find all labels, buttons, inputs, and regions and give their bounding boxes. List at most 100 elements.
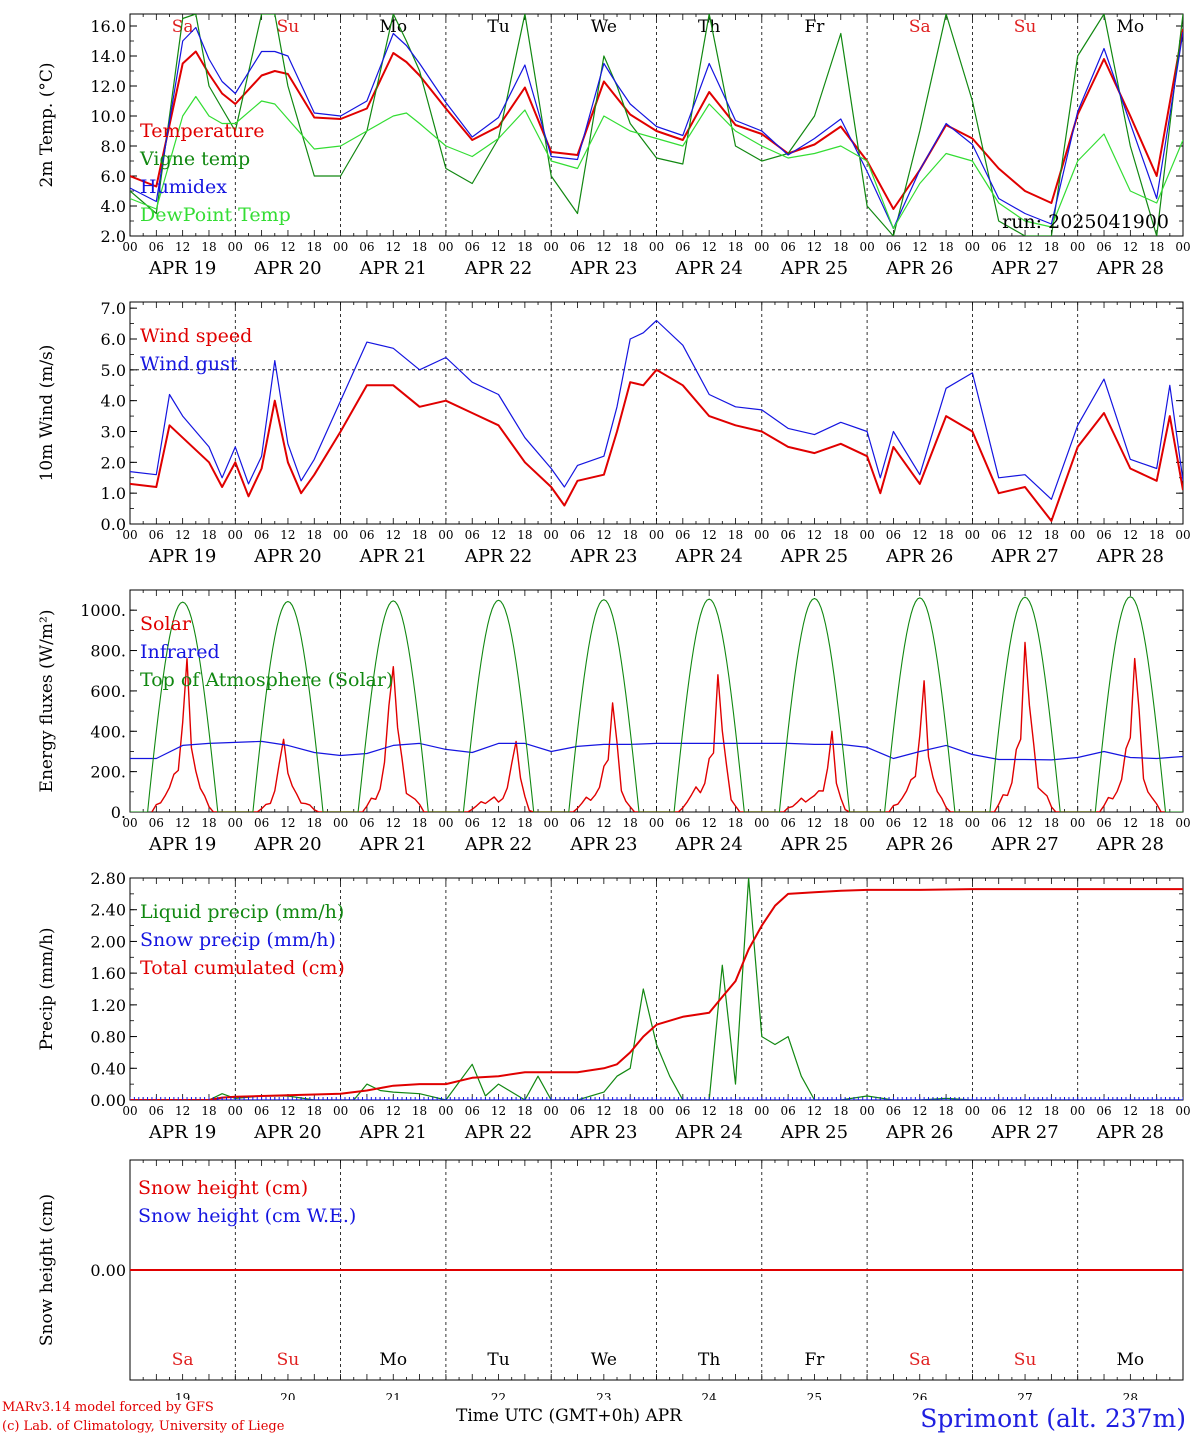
hour-tick-label: 12 xyxy=(807,816,822,830)
hour-tick-label: 06 xyxy=(991,1104,1006,1118)
hour-tick-label: 00 xyxy=(438,240,453,254)
series-group xyxy=(130,596,1183,812)
y-tick-label: 1.0 xyxy=(101,484,126,503)
hour-tick-label: 12 xyxy=(175,1104,190,1118)
date-label: APR 27 xyxy=(990,258,1058,279)
hour-tick-label: 00 xyxy=(859,240,874,254)
hour-tick-label: 06 xyxy=(254,240,269,254)
hour-tick-label: 18 xyxy=(623,528,638,542)
hour-tick-label: 06 xyxy=(886,1104,901,1118)
y-tick-label: 0. xyxy=(111,803,126,822)
hour-tick-label: 00 xyxy=(965,1104,980,1118)
hour-tick-label: 06 xyxy=(1096,816,1111,830)
hour-tick-label: 18 xyxy=(1149,816,1164,830)
weekday-label: Th xyxy=(698,1350,720,1370)
hour-tick-label: 18 xyxy=(938,528,953,542)
hour-tick-label: 06 xyxy=(675,1104,690,1118)
date-label: APR 20 xyxy=(253,546,321,567)
hour-tick-label: 12 xyxy=(491,816,506,830)
hour-tick-label: 06 xyxy=(675,240,690,254)
hour-tick-label: 06 xyxy=(886,528,901,542)
hour-tick-label: 18 xyxy=(833,240,848,254)
hour-tick-label: 18 xyxy=(1044,816,1059,830)
weekday-label: Sa xyxy=(909,1350,931,1370)
series-infrared xyxy=(130,740,1183,761)
y-tick-label: 0.00 xyxy=(90,1261,126,1280)
day-number-label: 21 xyxy=(386,1391,401,1400)
hour-tick-label: 18 xyxy=(1149,1104,1164,1118)
hour-tick-label: 12 xyxy=(386,1104,401,1118)
hour-tick-label: 18 xyxy=(1044,240,1059,254)
legend-total-cumulated-cm: Total cumulated (cm) xyxy=(140,957,345,979)
y-tick-label: 4.0 xyxy=(101,392,126,411)
date-label: APR 28 xyxy=(1096,258,1164,279)
date-label: APR 23 xyxy=(569,1122,637,1143)
hour-tick-label: 00 xyxy=(228,1104,243,1118)
date-label: APR 28 xyxy=(1096,546,1164,567)
hour-tick-label: 06 xyxy=(675,528,690,542)
hour-tick-label: 18 xyxy=(728,816,743,830)
hour-tick-label: 18 xyxy=(1044,1104,1059,1118)
hour-tick-label: 12 xyxy=(912,240,927,254)
hour-tick-label: 00 xyxy=(438,1104,453,1118)
legend-vigne-temp: Vigne temp xyxy=(139,148,250,170)
hour-tick-label: 06 xyxy=(991,816,1006,830)
hour-tick-label: 00 xyxy=(333,240,348,254)
y-tick-label: 600. xyxy=(90,682,126,701)
y-tick-label: 2.40 xyxy=(90,901,126,920)
hour-tick-label: 00 xyxy=(649,816,664,830)
y-tick-label: 2.80 xyxy=(90,869,126,888)
hour-tick-label: 18 xyxy=(517,816,532,830)
day-number-label: 23 xyxy=(596,1391,611,1400)
hour-tick-label: 12 xyxy=(596,528,611,542)
hour-tick-label: 12 xyxy=(1123,528,1138,542)
hour-tick-label: 18 xyxy=(623,1104,638,1118)
date-label: APR 23 xyxy=(569,546,637,567)
y-tick-label: 7.0 xyxy=(101,299,126,318)
hour-tick-label: 00 xyxy=(122,528,137,542)
date-label: APR 25 xyxy=(780,834,848,855)
station-name: Sprimont (alt. 237m) xyxy=(920,1404,1186,1433)
hour-tick-label: 06 xyxy=(254,1104,269,1118)
hour-tick-label: 00 xyxy=(859,816,874,830)
y-axis-label: Precip (mm/h) xyxy=(37,927,57,1050)
hour-tick-label: 06 xyxy=(149,816,164,830)
hour-tick-label: 12 xyxy=(280,816,295,830)
hour-tick-label: 18 xyxy=(623,816,638,830)
hour-tick-label: 00 xyxy=(122,1104,137,1118)
y-tick-label: 3.0 xyxy=(101,423,126,442)
weekday-label: Tu xyxy=(487,1350,509,1370)
legend-snow-precip-mm-h: Snow precip (mm/h) xyxy=(140,929,336,951)
legend-snow-height-cm-w-e: Snow height (cm W.E.) xyxy=(138,1205,356,1227)
hour-tick-label: 00 xyxy=(1070,528,1085,542)
hour-tick-label: 00 xyxy=(438,816,453,830)
hour-tick-label: 00 xyxy=(859,528,874,542)
date-label: APR 26 xyxy=(885,546,953,567)
hour-tick-label: 06 xyxy=(570,1104,585,1118)
hour-tick-label: 12 xyxy=(175,240,190,254)
hour-tick-label: 00 xyxy=(649,528,664,542)
hour-tick-label: 00 xyxy=(544,240,559,254)
hour-tick-label: 06 xyxy=(675,816,690,830)
weekday-label: Sa xyxy=(909,17,931,37)
series-dewpoint-temp xyxy=(130,95,1183,230)
weekday-label: Fr xyxy=(804,1350,825,1370)
date-label: APR 26 xyxy=(885,834,953,855)
hour-tick-label: 18 xyxy=(307,1104,322,1118)
hour-tick-label: 06 xyxy=(465,1104,480,1118)
hour-tick-label: 18 xyxy=(517,240,532,254)
series-vigne-temp xyxy=(130,14,1183,236)
hour-tick-label: 06 xyxy=(780,1104,795,1118)
hour-tick-label: 18 xyxy=(938,1104,953,1118)
weekday-label: Su xyxy=(277,17,300,37)
weekday-label: Tu xyxy=(487,17,509,37)
date-label: APR 27 xyxy=(990,546,1058,567)
hour-tick-label: 12 xyxy=(807,240,822,254)
y-tick-label: 0.80 xyxy=(90,1028,126,1047)
hour-tick-label: 18 xyxy=(833,816,848,830)
panel-1: 2.0 4.0 6.0 8.0 10.0 12.0 14.0 16.0 2m Temp. (°C… xyxy=(37,13,1191,279)
date-label: APR 21 xyxy=(359,546,427,567)
series-group xyxy=(130,14,1183,236)
hour-tick-label: 18 xyxy=(517,1104,532,1118)
